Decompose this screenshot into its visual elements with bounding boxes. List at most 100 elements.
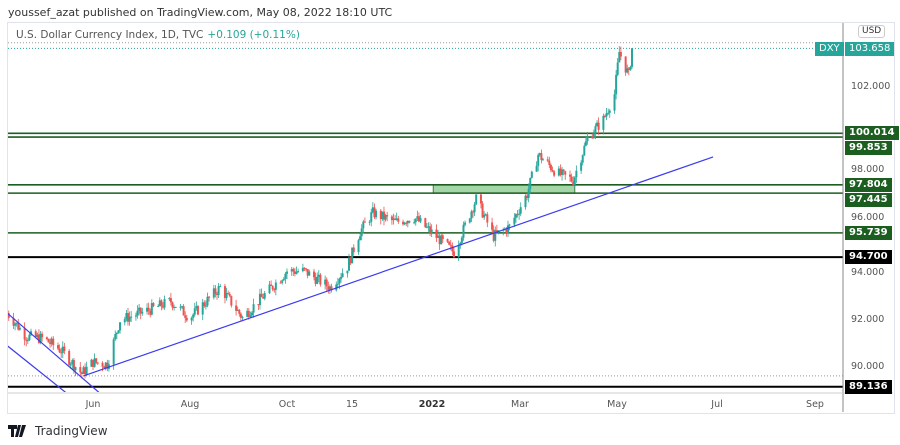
candle-body bbox=[181, 306, 184, 308]
candle-body bbox=[238, 309, 241, 314]
candle-body bbox=[247, 310, 250, 317]
candle-body bbox=[15, 322, 18, 324]
candle-body bbox=[214, 288, 217, 295]
candle-body bbox=[174, 306, 177, 308]
candle-body bbox=[527, 188, 530, 198]
candle-body bbox=[340, 277, 343, 279]
candle-body bbox=[551, 170, 554, 172]
candle-body bbox=[460, 237, 463, 243]
candle-body bbox=[357, 240, 360, 253]
candle-body bbox=[360, 228, 363, 237]
candle-body bbox=[136, 310, 139, 316]
candle-body bbox=[196, 306, 199, 315]
time-tick: Oct bbox=[278, 399, 296, 410]
candle-body bbox=[594, 126, 597, 134]
candle-body bbox=[80, 372, 83, 374]
candle-body bbox=[150, 303, 153, 315]
channel-line bbox=[8, 345, 67, 392]
candle-body bbox=[206, 296, 209, 306]
level-price-tag: 94.700 bbox=[845, 250, 892, 265]
candle-body bbox=[371, 207, 374, 213]
candle-body bbox=[349, 257, 352, 264]
price-tick: 96.000 bbox=[851, 211, 885, 223]
candle-body bbox=[362, 221, 365, 229]
candle-body bbox=[17, 322, 20, 330]
candle-body bbox=[208, 296, 211, 298]
candle-body bbox=[161, 306, 164, 308]
candle-body bbox=[285, 271, 288, 274]
level-price-tag: 99.853 bbox=[845, 141, 892, 156]
candle-body bbox=[313, 271, 316, 278]
candle-body bbox=[540, 153, 543, 161]
candle-body bbox=[104, 362, 107, 368]
candle-body bbox=[414, 218, 417, 223]
candle-body bbox=[126, 313, 129, 322]
candle-body bbox=[494, 230, 497, 241]
currency-button[interactable]: USD bbox=[858, 25, 886, 38]
candle-body bbox=[437, 235, 440, 238]
candle-body bbox=[146, 307, 149, 312]
candle-body bbox=[526, 195, 529, 198]
candle-body bbox=[346, 270, 349, 274]
tradingview-logo[interactable]: TradingView bbox=[8, 424, 108, 438]
candle-body bbox=[85, 366, 88, 375]
candle-body bbox=[192, 314, 195, 318]
time-tick: Jun bbox=[85, 399, 101, 410]
candle-body bbox=[549, 164, 552, 171]
candle-body bbox=[379, 210, 382, 220]
candle-body bbox=[530, 171, 533, 178]
candle-body bbox=[583, 145, 586, 156]
candle-body bbox=[271, 285, 274, 290]
candle-body bbox=[452, 251, 455, 258]
time-tick: Aug bbox=[180, 399, 200, 410]
candle-body bbox=[45, 337, 48, 339]
candle-body bbox=[351, 247, 354, 264]
candle-body bbox=[119, 322, 122, 331]
candle-body bbox=[18, 327, 21, 330]
candle-body bbox=[516, 214, 519, 216]
candle-body bbox=[486, 214, 489, 223]
candle-body bbox=[468, 218, 471, 223]
candle-body bbox=[424, 218, 427, 228]
candle-body bbox=[451, 245, 454, 252]
candle-body bbox=[273, 289, 276, 291]
candle-body bbox=[101, 362, 104, 367]
time-tick: 15 bbox=[345, 399, 359, 410]
candle-body bbox=[293, 271, 296, 274]
candle-body bbox=[193, 308, 196, 315]
candle-body bbox=[573, 177, 576, 185]
candle-body bbox=[613, 94, 616, 111]
candle-body bbox=[473, 204, 476, 213]
candle-body bbox=[419, 218, 422, 222]
candle-body bbox=[327, 286, 330, 291]
candle-body bbox=[152, 303, 155, 307]
publisher-line: youssef_azat published on TradingView.co… bbox=[8, 6, 393, 19]
candle-body bbox=[602, 115, 605, 130]
candle-body bbox=[581, 155, 584, 163]
candle-body bbox=[147, 307, 150, 311]
candle-body bbox=[438, 235, 441, 245]
candle-body bbox=[128, 316, 131, 322]
candle-body bbox=[537, 154, 540, 166]
candle-body bbox=[314, 277, 317, 284]
candle-body bbox=[41, 333, 44, 338]
candle-body bbox=[282, 278, 285, 281]
price-tick: 102.000 bbox=[851, 81, 891, 92]
candle-body bbox=[227, 293, 230, 295]
symbol-title[interactable]: U.S. Dollar Currency Index, 1D, TVC bbox=[16, 29, 204, 41]
candle-body bbox=[90, 359, 93, 367]
candle-body bbox=[363, 221, 366, 223]
candle-body bbox=[168, 298, 171, 300]
brand-name: TradingView bbox=[35, 424, 108, 438]
candle-body bbox=[8, 313, 10, 318]
candle-body bbox=[425, 226, 428, 228]
level-price-tag: 95.739 bbox=[845, 225, 892, 240]
candle-body bbox=[297, 271, 300, 273]
candle-body bbox=[618, 51, 621, 63]
candle-body bbox=[39, 333, 42, 343]
candle-body bbox=[163, 299, 166, 308]
candle-body bbox=[204, 305, 207, 307]
candle-body bbox=[306, 269, 309, 276]
candle-body bbox=[495, 230, 498, 233]
